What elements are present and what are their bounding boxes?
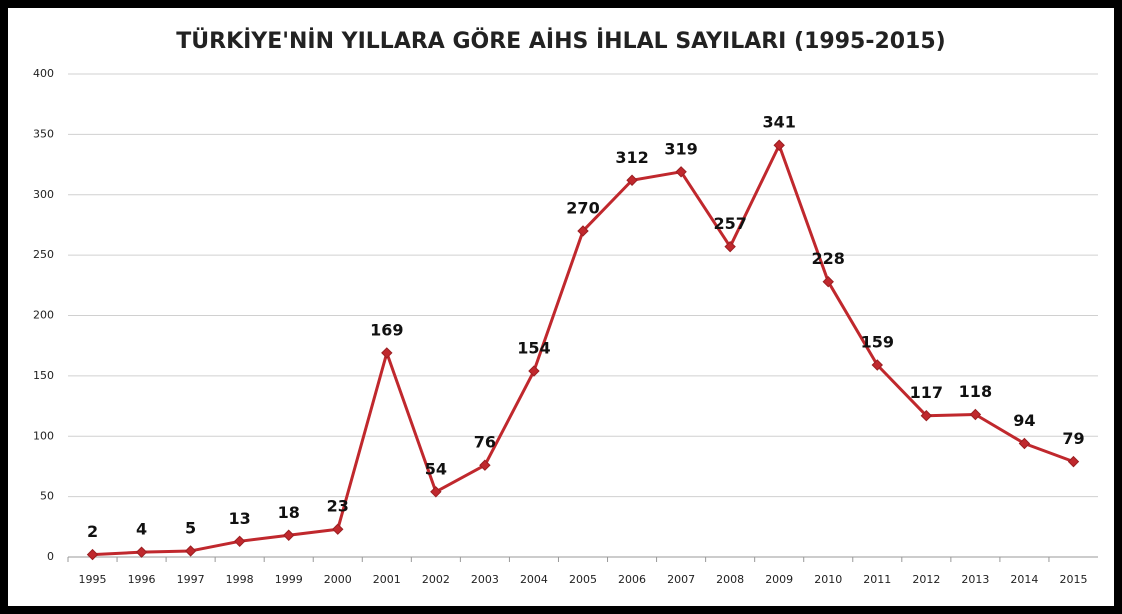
marker xyxy=(577,225,589,237)
x-tick-label: 1997 xyxy=(177,573,205,586)
marker xyxy=(969,408,982,421)
x-tick-label: 2007 xyxy=(667,573,695,586)
marker xyxy=(822,275,834,288)
data-label: 76 xyxy=(474,433,496,452)
y-tick-label: 50 xyxy=(40,490,54,503)
marker xyxy=(381,347,393,359)
x-tick-label: 1998 xyxy=(226,573,254,586)
y-tick-label: 250 xyxy=(33,248,54,261)
marker xyxy=(1067,455,1080,468)
x-tick-label: 2004 xyxy=(520,573,548,586)
data-label: 13 xyxy=(229,509,251,528)
x-tick-label: 2003 xyxy=(471,573,499,586)
x-tick-label: 1999 xyxy=(275,573,303,586)
marker xyxy=(184,545,197,557)
x-tick-label: 2008 xyxy=(716,573,744,586)
x-tick-label: 1996 xyxy=(128,573,156,586)
x-tick-label: 1995 xyxy=(79,573,107,586)
data-label: 159 xyxy=(861,333,894,352)
marker xyxy=(920,410,933,422)
marker xyxy=(233,535,246,548)
marker xyxy=(724,240,736,253)
marker xyxy=(86,548,99,561)
x-tick-label: 2002 xyxy=(422,573,450,586)
marker xyxy=(675,166,687,178)
data-label: 79 xyxy=(1062,429,1084,448)
data-label: 2 xyxy=(87,522,98,541)
y-tick-label: 300 xyxy=(33,188,54,201)
marker xyxy=(479,459,491,471)
x-tick-label: 2005 xyxy=(569,573,597,586)
chart-title: TÜRKİYE'NİN YILLARA GÖRE AİHS İHLAL SAYI… xyxy=(176,28,945,54)
x-tick-label: 2011 xyxy=(863,573,891,586)
y-tick-label: 200 xyxy=(33,309,54,322)
marker xyxy=(871,359,883,371)
x-tick-label: 2006 xyxy=(618,573,646,586)
data-label: 117 xyxy=(910,383,943,402)
x-tick-label: 2014 xyxy=(1010,573,1038,586)
y-tick-label: 400 xyxy=(33,67,54,80)
data-label: 319 xyxy=(664,139,697,158)
data-label: 5 xyxy=(185,518,196,537)
data-label: 154 xyxy=(517,339,550,358)
marker xyxy=(626,174,638,186)
x-tick-label: 2013 xyxy=(961,573,989,586)
marker xyxy=(528,365,540,377)
y-tick-label: 150 xyxy=(33,369,54,382)
x-tick-label: 2010 xyxy=(814,573,842,586)
data-label: 54 xyxy=(425,459,447,478)
data-label: 94 xyxy=(1013,411,1035,430)
data-label: 18 xyxy=(278,503,300,522)
marker xyxy=(1018,437,1031,450)
x-tick-label: 2000 xyxy=(324,573,352,586)
y-tick-label: 100 xyxy=(33,429,54,442)
data-label: 341 xyxy=(762,113,795,132)
data-label: 169 xyxy=(370,320,403,339)
marker xyxy=(773,139,785,151)
x-tick-label: 2009 xyxy=(765,573,793,586)
marker xyxy=(430,486,442,498)
data-label: 4 xyxy=(136,520,147,539)
data-label: 23 xyxy=(327,497,349,516)
data-label: 312 xyxy=(615,148,648,167)
data-label: 118 xyxy=(959,382,992,401)
y-tick-label: 0 xyxy=(47,550,54,563)
x-tick-label: 2012 xyxy=(912,573,940,586)
x-tick-label: 2001 xyxy=(373,573,401,586)
data-label: 257 xyxy=(713,214,746,233)
marker xyxy=(135,546,148,558)
marker xyxy=(283,529,295,541)
y-tick-label: 350 xyxy=(33,127,54,140)
marker xyxy=(332,523,344,535)
data-label: 270 xyxy=(566,198,599,217)
data-label: 228 xyxy=(812,249,845,268)
x-tick-label: 2015 xyxy=(1059,573,1087,586)
